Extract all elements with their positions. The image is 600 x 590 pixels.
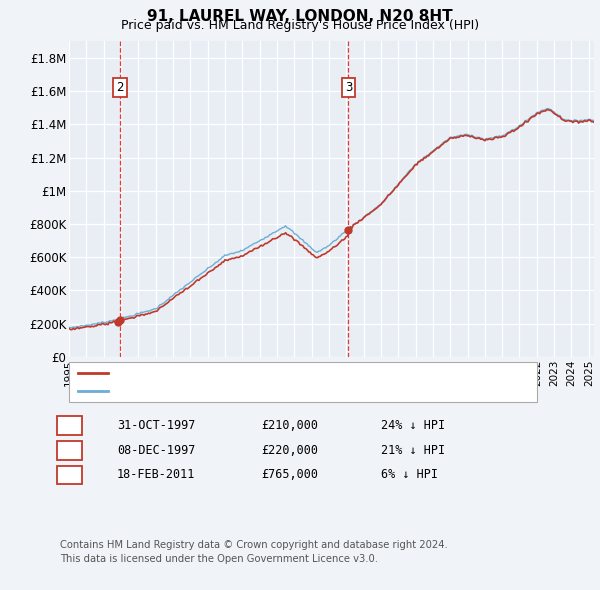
Text: HPI: Average price, detached house, Barnet: HPI: Average price, detached house, Barn… [114,386,363,396]
Text: 91, LAUREL WAY, LONDON, N20 8HT: 91, LAUREL WAY, LONDON, N20 8HT [147,9,453,24]
Text: Price paid vs. HM Land Registry's House Price Index (HPI): Price paid vs. HM Land Registry's House … [121,19,479,32]
Text: Contains HM Land Registry data © Crown copyright and database right 2024.
This d: Contains HM Land Registry data © Crown c… [60,540,448,564]
Text: 6% ↓ HPI: 6% ↓ HPI [381,468,438,481]
Text: 2: 2 [116,81,124,94]
Text: £210,000: £210,000 [261,419,318,432]
Text: £220,000: £220,000 [261,444,318,457]
Text: 3: 3 [345,81,352,94]
Text: 1: 1 [66,419,73,432]
Text: 91, LAUREL WAY, LONDON, N20 8HT (detached house): 91, LAUREL WAY, LONDON, N20 8HT (detache… [114,369,425,379]
Text: 31-OCT-1997: 31-OCT-1997 [117,419,196,432]
Text: 2: 2 [66,444,73,457]
Text: 18-FEB-2011: 18-FEB-2011 [117,468,196,481]
Text: £765,000: £765,000 [261,468,318,481]
Text: 3: 3 [66,468,73,481]
Text: 24% ↓ HPI: 24% ↓ HPI [381,419,445,432]
Text: 21% ↓ HPI: 21% ↓ HPI [381,444,445,457]
Text: 08-DEC-1997: 08-DEC-1997 [117,444,196,457]
